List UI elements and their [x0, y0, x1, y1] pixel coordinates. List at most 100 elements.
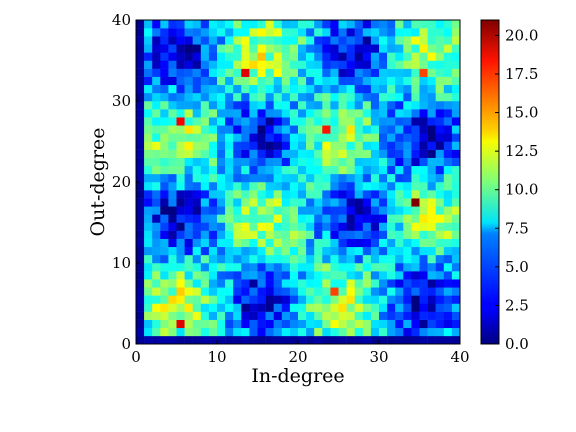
heatmap-cell — [306, 238, 315, 248]
heatmap-cell — [379, 141, 388, 150]
heatmap-cell — [419, 254, 428, 264]
heatmap-cell — [249, 190, 258, 199]
heatmap-cell — [184, 295, 193, 304]
heatmap-cell — [330, 149, 339, 158]
heatmap-cell — [395, 295, 404, 304]
heatmap-cell — [387, 165, 396, 175]
heatmap-cell — [241, 206, 250, 215]
heatmap-cell — [387, 20, 396, 29]
heatmap-cell — [241, 76, 250, 86]
heatmap-cell — [379, 76, 388, 86]
heatmap-cell — [379, 109, 388, 118]
heatmap-cell — [362, 157, 372, 167]
heatmap-cell — [306, 198, 315, 207]
heatmap-cell — [241, 109, 250, 118]
heatmap-cell — [208, 125, 218, 134]
heatmap-cell — [249, 295, 258, 304]
heatmap-cell — [176, 271, 185, 280]
heatmap-cell — [403, 109, 412, 118]
heatmap-cell — [289, 254, 299, 264]
heatmap-cells — [136, 20, 461, 345]
heatmap-cell — [152, 230, 161, 239]
heatmap-cell — [233, 60, 242, 69]
heatmap-cell — [443, 165, 453, 175]
heatmap-cell — [233, 254, 242, 264]
heatmap-cell — [160, 190, 169, 199]
heatmap-cell — [330, 133, 339, 142]
colorbar-tick-label: 12.5 — [505, 142, 538, 160]
heatmap-cell — [273, 76, 283, 86]
heatmap-cell — [362, 20, 372, 29]
heatmap-cell — [370, 125, 380, 134]
heatmap-cell — [273, 36, 283, 45]
heatmap-cell — [192, 335, 202, 345]
heatmap-cell — [387, 311, 396, 320]
heatmap-cell — [314, 109, 323, 118]
heatmap-cell — [136, 327, 145, 337]
heatmap-cell — [176, 230, 185, 239]
heatmap-cell — [354, 44, 364, 53]
heatmap-cell — [152, 20, 161, 29]
heatmap-cell — [257, 157, 266, 167]
heatmap-cell — [346, 287, 355, 296]
heatmap-cell — [249, 157, 258, 167]
heatmap-cell — [168, 84, 177, 94]
heatmap-cell — [419, 230, 428, 239]
heatmap-cell — [200, 141, 210, 150]
heatmap-cell — [176, 28, 185, 37]
heatmap-cell — [241, 295, 250, 304]
heatmap-cell — [387, 92, 396, 102]
heatmap-cell — [281, 335, 291, 345]
heatmap-cell — [176, 327, 185, 337]
heatmap-cell — [362, 165, 372, 175]
heatmap-cell — [265, 263, 274, 272]
heatmap-cell — [152, 52, 161, 61]
heatmap-cell — [443, 157, 453, 167]
heatmap-cell — [314, 303, 323, 312]
heatmap-cell — [168, 173, 177, 183]
heatmap-cell — [257, 149, 266, 158]
heatmap-cell — [233, 157, 242, 167]
heatmap-cell — [208, 287, 218, 296]
heatmap-cell — [217, 246, 226, 256]
heatmap-cell — [395, 149, 404, 158]
heatmap-cell — [443, 28, 453, 37]
heatmap-cell — [411, 92, 420, 102]
heatmap-cell — [152, 327, 161, 337]
heatmap-cell — [225, 125, 234, 134]
heatmap-cell — [160, 133, 169, 142]
heatmap-cell — [362, 76, 372, 86]
heatmap-cell — [370, 101, 380, 110]
heatmap-cell — [451, 44, 461, 53]
heatmap-cell — [152, 173, 161, 183]
heatmap-cell — [379, 230, 388, 239]
heatmap-cell — [362, 173, 372, 183]
heatmap-cell — [451, 279, 461, 288]
heatmap-cell — [403, 92, 412, 102]
heatmap-cell — [281, 279, 291, 288]
heatmap-cell — [144, 222, 153, 231]
heatmap-cell — [144, 254, 153, 264]
heatmap-cell — [208, 230, 218, 239]
heatmap-cell — [346, 68, 355, 77]
colorbar — [480, 19, 500, 345]
heatmap-cell — [298, 279, 307, 288]
heatmap-cell — [200, 238, 210, 248]
heatmap-cell — [379, 222, 388, 231]
heatmap-cell — [208, 36, 218, 45]
heatmap-cell — [265, 214, 274, 223]
heatmap-cell — [265, 279, 274, 288]
heatmap-cell — [435, 76, 445, 86]
heatmap-cell — [314, 279, 323, 288]
heatmap-cell — [184, 92, 193, 102]
heatmap-cell — [354, 109, 364, 118]
heatmap-cell — [217, 44, 226, 53]
heatmap-cell — [379, 287, 388, 296]
heatmap-cell — [419, 133, 428, 142]
heatmap-cell — [273, 125, 283, 134]
heatmap-cell — [306, 141, 315, 150]
heatmap-cell — [200, 60, 210, 69]
heatmap-cell — [443, 206, 453, 215]
heatmap-cell — [257, 92, 266, 102]
heatmap-cell — [200, 206, 210, 215]
